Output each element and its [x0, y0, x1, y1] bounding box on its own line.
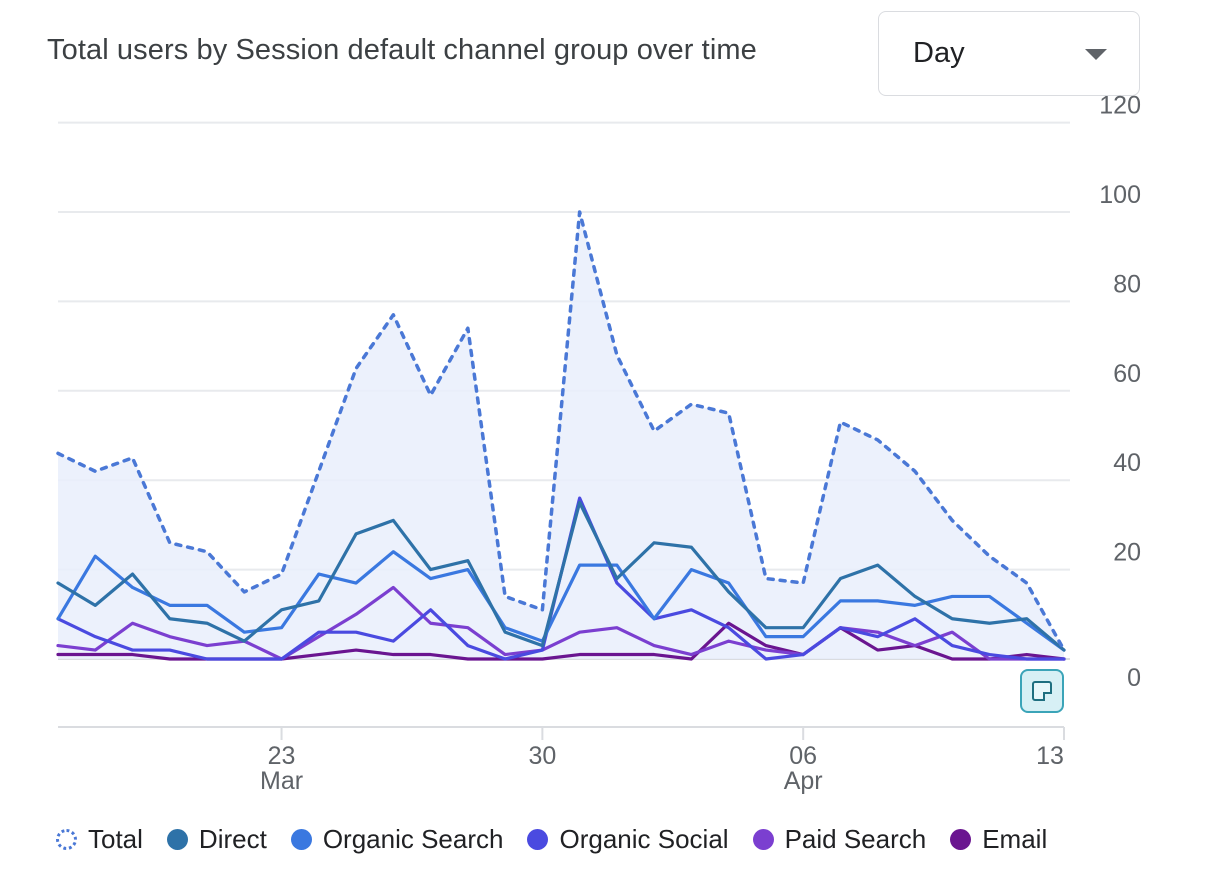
series-line-organic-search [56, 550, 1066, 652]
granularity-dropdown[interactable]: Day [878, 11, 1140, 96]
x-tick-label-day: 06 [789, 742, 817, 770]
legend-swatch-email [950, 829, 972, 850]
y-tick-label: 0 [1127, 664, 1141, 692]
sticky-note-fold [1043, 692, 1052, 701]
x-tick-label-month: Apr [784, 767, 823, 795]
y-tick-label: 80 [1113, 270, 1141, 298]
x-tick-label-day: 30 [528, 742, 556, 770]
legend-item-total[interactable]: Total [56, 824, 143, 855]
series-line-total [56, 210, 1066, 652]
series-area-total [58, 212, 1064, 659]
legend-swatch-organic-social [527, 829, 549, 850]
granularity-selected-value: Day [913, 37, 965, 69]
legend-item-organic-search[interactable]: Organic Search [290, 824, 504, 855]
legend-item-direct[interactable]: Direct [166, 824, 267, 855]
add-annotation-button[interactable] [1020, 669, 1064, 713]
legend-label-paid-search: Paid Search [784, 824, 927, 854]
legend-swatch-organic-search [290, 829, 312, 850]
legend-label-total: Total [88, 824, 143, 854]
legend-label-organic-search: Organic Search [322, 824, 504, 854]
legend-item-organic-social[interactable]: Organic Social [527, 824, 729, 855]
legend-label-organic-social: Organic Social [559, 824, 729, 854]
y-tick-label: 120 [1099, 92, 1141, 120]
legend-swatch-total [56, 829, 77, 850]
chart-title: Total users by Session default channel g… [47, 34, 757, 66]
series-line-direct [56, 500, 1066, 652]
caret-down-icon [1085, 49, 1107, 60]
chart-legend: Total Direct Organic Search Organic Soci… [56, 824, 1071, 855]
x-tick-label-month: Mar [260, 767, 303, 795]
legend-label-direct: Direct [198, 824, 267, 854]
y-tick-label: 60 [1113, 360, 1141, 388]
legend-item-email[interactable]: Email [950, 824, 1047, 855]
legend-swatch-direct [166, 829, 188, 850]
legend-label-email: Email [982, 824, 1048, 854]
legend-item-paid-search[interactable]: Paid Search [752, 824, 927, 855]
y-tick-label: 20 [1113, 539, 1141, 567]
legend-swatch-paid-search [752, 829, 774, 850]
x-tick-label-day: 13 [1036, 742, 1064, 770]
series-line-paid-search [56, 585, 1066, 661]
y-tick-label: 100 [1099, 181, 1141, 209]
y-tick-label: 40 [1113, 449, 1141, 477]
x-tick-label-day: 23 [268, 742, 296, 770]
